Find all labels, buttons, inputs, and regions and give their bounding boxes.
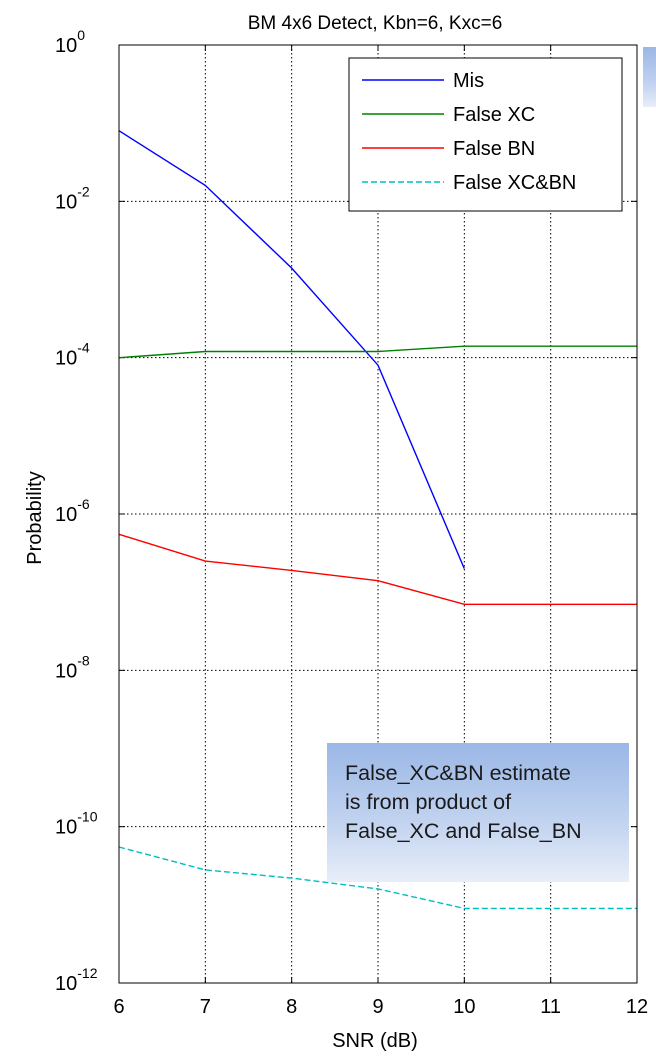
annotation-callout: False_XC&BN estimate is from product of … [327, 743, 629, 882]
x-tick-labels: 6 7 8 9 10 11 12 [113, 996, 648, 1018]
y-tick-label: 10-2 [55, 183, 90, 213]
x-tick-label: 6 [113, 996, 124, 1018]
annotation-line-1: False_XC&BN estimate [345, 761, 571, 785]
series-line-false-xc [118, 345, 637, 359]
legend-box [348, 57, 623, 212]
x-tick-label: 7 [200, 996, 211, 1018]
series-line-false-xc-bn [118, 846, 637, 910]
series-line-mis [118, 130, 465, 569]
y-tick-label: 100 [55, 27, 85, 57]
series-line-false-bn [118, 533, 637, 605]
y-tick-label: 10-10 [55, 809, 98, 839]
legend-label: False BN [453, 138, 535, 160]
series-lines [118, 130, 637, 910]
y-axis-label: Probability [24, 471, 46, 564]
chart-title: BM 4x6 Detect, Kbn=6, Kxc=6 [248, 13, 503, 34]
x-tick-label: 8 [286, 996, 297, 1018]
y-tick-labels: 100 10-2 10-4 10-6 10-8 10-10 10-12 [55, 27, 98, 995]
annotation-line-2: is from product of [345, 790, 512, 814]
legend-label: False XC [453, 104, 535, 126]
x-tick-label: 9 [372, 996, 383, 1018]
y-tick-label: 10-8 [55, 652, 90, 682]
callout-edge [643, 47, 656, 107]
legend: Mis False XC False BN False XC&BN [348, 57, 623, 212]
legend-label: Mis [453, 70, 484, 92]
legend-label: False XC&BN [453, 172, 576, 194]
plot-frame [118, 44, 638, 984]
x-tick-label: 12 [626, 996, 648, 1018]
y-tick-label: 10-4 [55, 340, 90, 370]
x-tick-label: 10 [453, 996, 475, 1018]
annotation-line-3: False_XC and False_BN [345, 819, 582, 843]
y-tick-label: 10-6 [55, 496, 90, 526]
y-tick-label: 10-12 [55, 965, 98, 995]
x-tick-label: 11 [540, 996, 561, 1018]
x-axis-label: SNR (dB) [332, 1030, 418, 1052]
